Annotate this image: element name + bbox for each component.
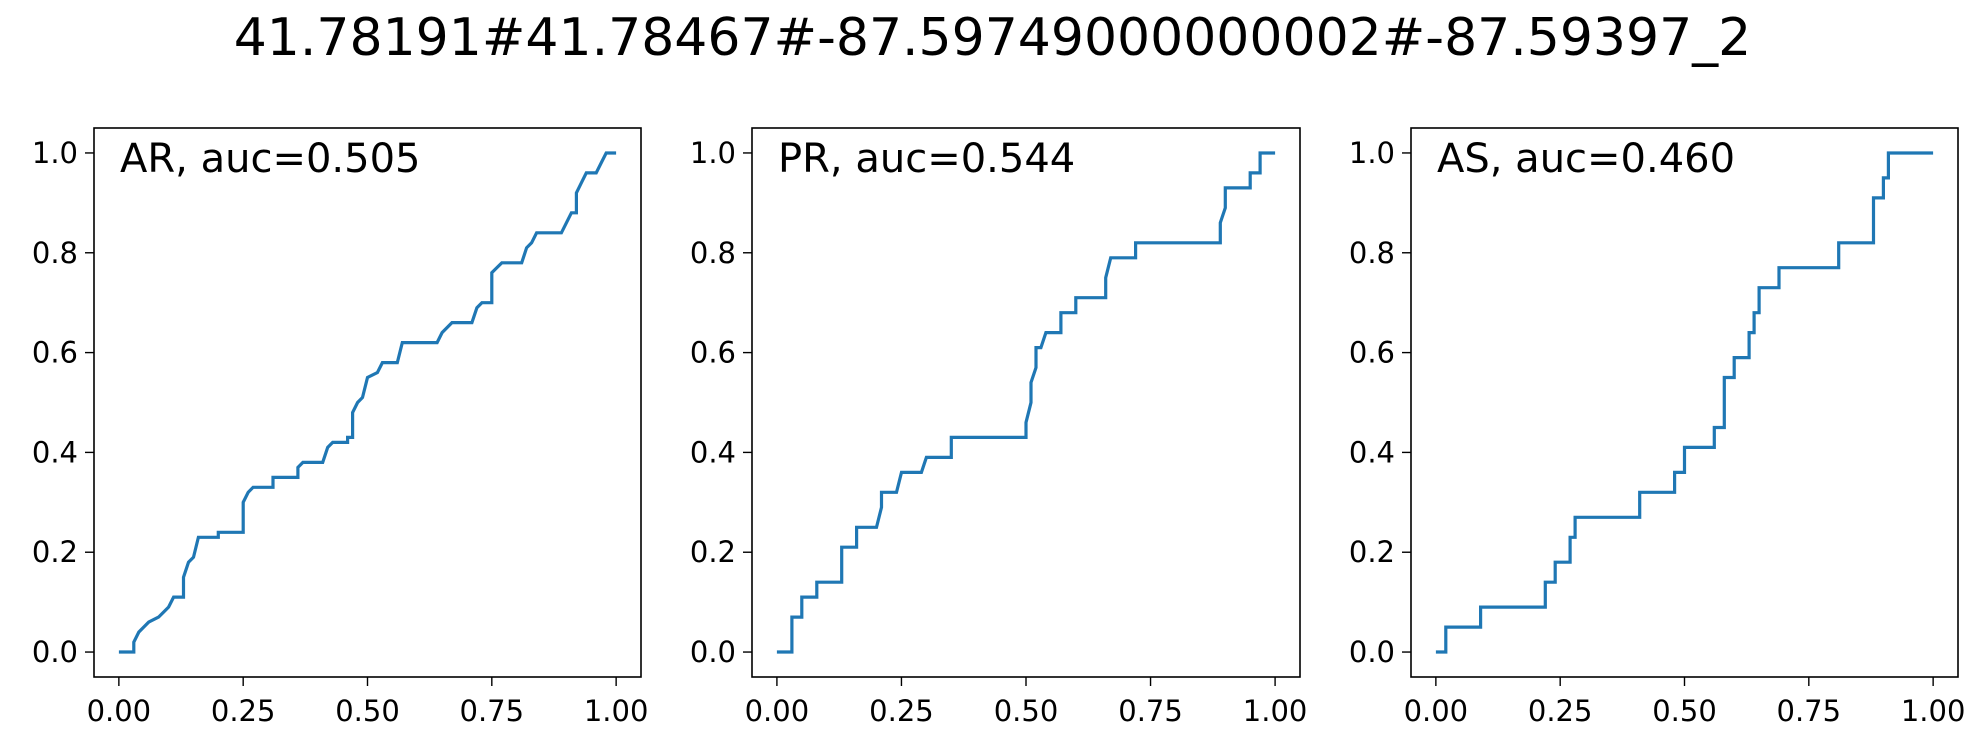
auc-annotation: AS, auc=0.460 <box>1437 136 1735 182</box>
x-tick-label: 0.00 <box>87 694 152 728</box>
plot-frame <box>1410 127 1959 678</box>
y-tick-label: 0.8 <box>32 236 78 270</box>
y-tick-label: 0.4 <box>32 435 78 469</box>
x-tick-label: 1.00 <box>1243 694 1308 728</box>
y-tick-label: 0.8 <box>1349 236 1395 270</box>
plot-frame <box>751 127 1301 678</box>
x-tick-label: 0.25 <box>869 694 934 728</box>
x-tick-label: 0.00 <box>745 694 810 728</box>
auc-annotation: AR, auc=0.505 <box>120 136 420 182</box>
y-tick-label: 0.2 <box>32 535 78 569</box>
y-tick-label: 0.6 <box>1349 336 1395 370</box>
x-tick-label: 1.00 <box>584 694 649 728</box>
roc-curve-ar <box>118 151 617 654</box>
y-tick-label: 0.2 <box>1349 535 1395 569</box>
y-tick-label: 0.0 <box>690 635 736 669</box>
y-tick-label: 1.0 <box>1349 136 1395 170</box>
figure-title: 41.78191#41.78467#-87.59749000000002#-87… <box>233 8 1752 68</box>
y-tick-label: 0.6 <box>690 336 736 370</box>
y-tick-label: 1.0 <box>32 136 78 170</box>
x-tick-label: 0.50 <box>335 694 400 728</box>
x-tick-label: 0.25 <box>211 694 276 728</box>
roc-curve-as <box>1435 151 1934 654</box>
x-tick-label: 0.75 <box>1118 694 1183 728</box>
y-tick-label: 0.0 <box>1349 635 1395 669</box>
plot-frame <box>93 127 642 678</box>
y-tick-label: 0.2 <box>690 535 736 569</box>
y-tick-label: 0.4 <box>1349 435 1395 469</box>
x-tick-label: 0.25 <box>1528 694 1593 728</box>
y-tick-label: 0.0 <box>32 635 78 669</box>
x-tick-label: 0.75 <box>460 694 525 728</box>
panel-pr: 0.00 0.25 0.50 0.75 1.00 0.0 0.2 0.4 0.6 0.8 1.0 PR… <box>690 127 1308 728</box>
x-tick-label: 0.75 <box>1777 694 1842 728</box>
panel-as: 0.00 0.25 0.50 0.75 1.00 0.0 0.2 0.4 0.6 0.8 1.0 AS… <box>1349 127 1966 728</box>
auc-annotation: PR, auc=0.544 <box>778 136 1075 182</box>
roc-curve-pr <box>776 151 1276 654</box>
x-tick-label: 1.00 <box>1901 694 1966 728</box>
y-tick-label: 0.4 <box>690 435 736 469</box>
x-tick-label: 0.50 <box>994 694 1059 728</box>
y-tick-label: 1.0 <box>690 136 736 170</box>
x-tick-label: 0.50 <box>1652 694 1717 728</box>
panel-ar: 0.00 0.25 0.50 0.75 1.00 0.0 0.2 0.4 0.6 0.8 1.0 AR… <box>32 127 649 728</box>
y-tick-label: 0.6 <box>32 336 78 370</box>
x-tick-label: 0.00 <box>1404 694 1469 728</box>
y-tick-label: 0.8 <box>690 236 736 270</box>
